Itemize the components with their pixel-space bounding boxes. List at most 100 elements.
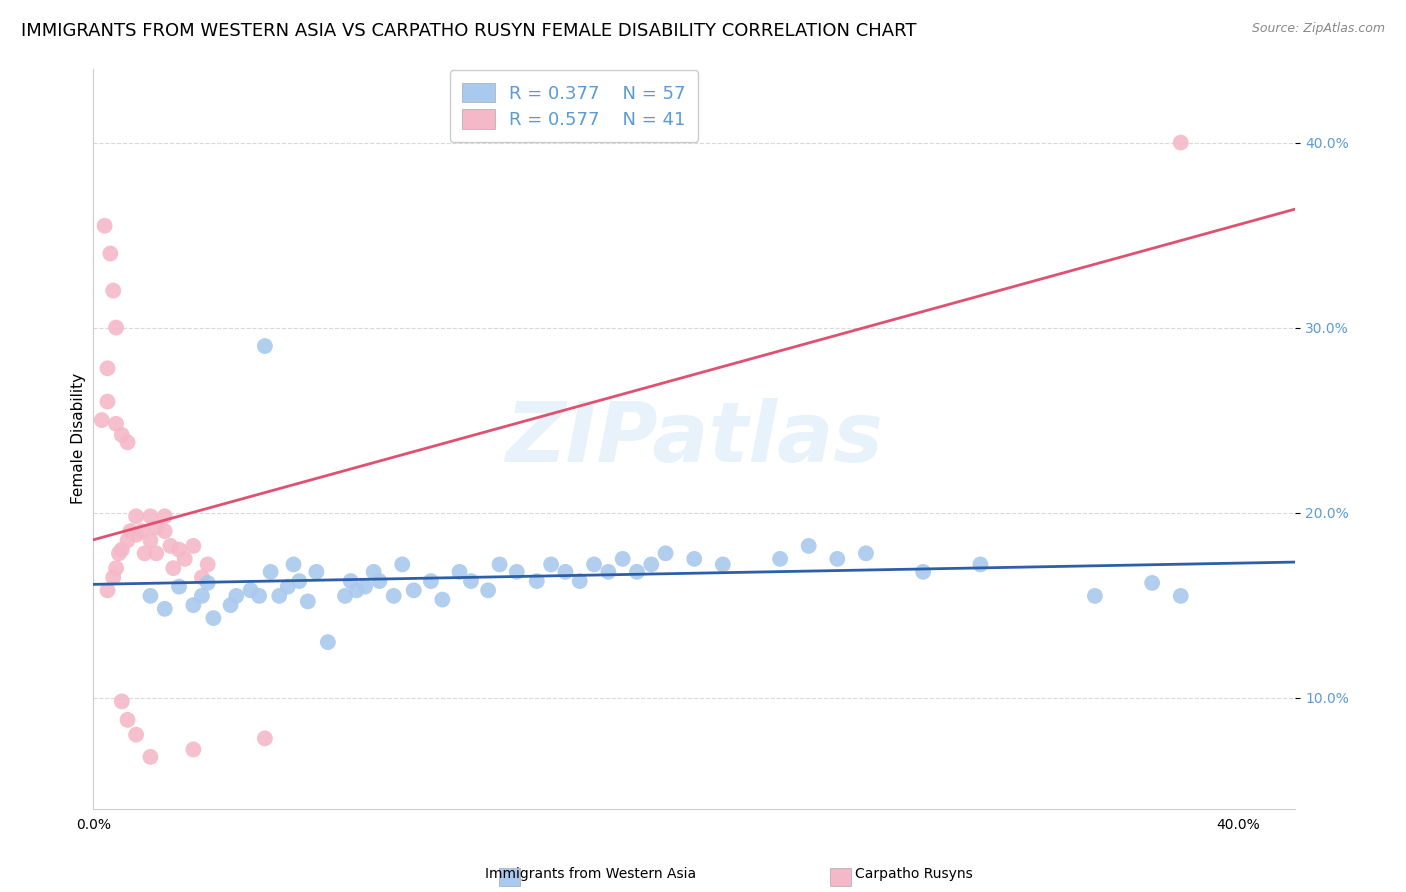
Point xyxy=(191,589,214,603)
Point xyxy=(145,546,167,560)
Text: Source: ZipAtlas.com: Source: ZipAtlas.com xyxy=(1251,22,1385,36)
Point xyxy=(259,565,281,579)
Point xyxy=(711,558,734,572)
Point xyxy=(139,509,162,524)
Point xyxy=(582,558,605,572)
Point xyxy=(654,546,676,560)
Point xyxy=(612,552,634,566)
Text: Immigrants from Western Asia: Immigrants from Western Asia xyxy=(485,867,696,881)
Point xyxy=(316,635,339,649)
Point xyxy=(526,574,548,588)
Point xyxy=(111,542,134,557)
Point xyxy=(98,246,121,260)
Point xyxy=(145,520,167,534)
Point xyxy=(269,589,291,603)
Point xyxy=(683,552,706,566)
Point xyxy=(626,565,648,579)
Point xyxy=(120,524,142,538)
Point xyxy=(93,219,115,233)
Point xyxy=(598,565,620,579)
Point xyxy=(167,580,190,594)
Point xyxy=(391,558,413,572)
Point xyxy=(183,539,205,553)
Point xyxy=(105,320,128,334)
Point xyxy=(368,574,391,588)
Point xyxy=(117,533,139,548)
Point xyxy=(159,539,181,553)
Point xyxy=(1170,136,1192,150)
Point xyxy=(253,339,276,353)
Point xyxy=(103,284,125,298)
Point xyxy=(225,589,247,603)
Point xyxy=(339,574,361,588)
Point xyxy=(1140,576,1163,591)
Point xyxy=(197,576,219,591)
Point xyxy=(297,594,319,608)
Point xyxy=(153,509,176,524)
Point xyxy=(797,539,820,553)
Point xyxy=(202,611,225,625)
Point xyxy=(108,546,131,560)
Point xyxy=(969,558,991,572)
Point xyxy=(105,561,128,575)
Point xyxy=(153,602,176,616)
Point xyxy=(239,583,262,598)
Point xyxy=(117,435,139,450)
Point xyxy=(253,731,276,746)
Point xyxy=(568,574,591,588)
Point xyxy=(247,589,270,603)
Point xyxy=(554,565,576,579)
Point xyxy=(354,580,377,594)
Point xyxy=(183,742,205,756)
Point xyxy=(363,565,385,579)
Point xyxy=(111,694,134,708)
Point xyxy=(506,565,529,579)
Point xyxy=(125,528,148,542)
Point xyxy=(131,524,153,538)
Point xyxy=(197,558,219,572)
Point xyxy=(96,583,118,598)
Point xyxy=(382,589,405,603)
Point xyxy=(460,574,482,588)
Point xyxy=(139,750,162,764)
Text: ZIPatlas: ZIPatlas xyxy=(505,398,883,479)
Point xyxy=(105,417,128,431)
Point xyxy=(288,574,311,588)
Point xyxy=(1170,589,1192,603)
Legend: R = 0.377    N = 57, R = 0.577    N = 41: R = 0.377 N = 57, R = 0.577 N = 41 xyxy=(450,70,699,142)
Point xyxy=(402,583,425,598)
Text: Carpatho Rusyns: Carpatho Rusyns xyxy=(855,867,973,881)
Point xyxy=(333,589,356,603)
Point xyxy=(125,509,148,524)
Point xyxy=(277,580,299,594)
Point xyxy=(111,428,134,442)
Point xyxy=(640,558,662,572)
Point xyxy=(90,413,112,427)
Y-axis label: Female Disability: Female Disability xyxy=(72,373,86,504)
Point xyxy=(183,598,205,612)
Point xyxy=(139,533,162,548)
Point xyxy=(96,394,118,409)
Point xyxy=(855,546,877,560)
Point xyxy=(827,552,849,566)
Point xyxy=(305,565,328,579)
Point xyxy=(449,565,471,579)
Point xyxy=(769,552,792,566)
Point xyxy=(103,570,125,584)
Point xyxy=(219,598,242,612)
Point xyxy=(1084,589,1107,603)
Point xyxy=(477,583,499,598)
Text: IMMIGRANTS FROM WESTERN ASIA VS CARPATHO RUSYN FEMALE DISABILITY CORRELATION CHA: IMMIGRANTS FROM WESTERN ASIA VS CARPATHO… xyxy=(21,22,917,40)
Point xyxy=(540,558,562,572)
Point xyxy=(125,728,148,742)
Point xyxy=(283,558,305,572)
Point xyxy=(419,574,441,588)
Point xyxy=(912,565,935,579)
Point xyxy=(139,589,162,603)
Point xyxy=(167,542,190,557)
Point xyxy=(346,583,368,598)
Point xyxy=(191,570,214,584)
Point xyxy=(432,592,454,607)
Point xyxy=(117,713,139,727)
Point xyxy=(173,552,195,566)
